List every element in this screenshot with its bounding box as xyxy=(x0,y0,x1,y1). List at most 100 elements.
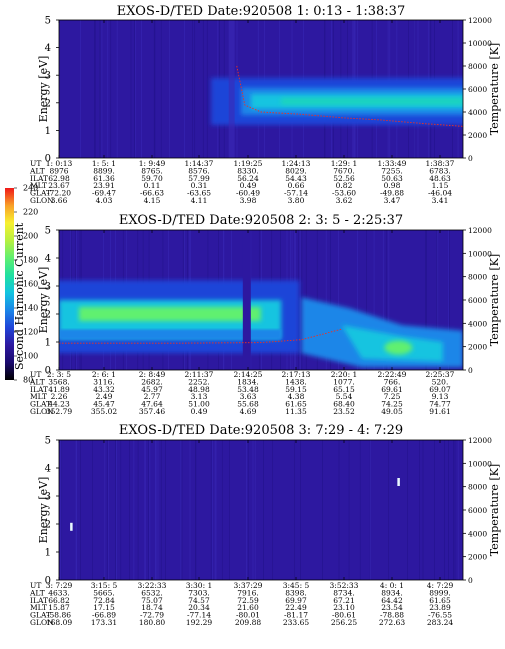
ephemeris-cell: 74.57 xyxy=(188,596,210,605)
ephemeris-cell: -66.89 xyxy=(92,611,116,620)
y-tick-label: 5 xyxy=(45,16,51,27)
ephemeris-cell: 8576. xyxy=(188,166,209,175)
y-tick-label: 4 xyxy=(45,464,51,475)
ephemeris-cell: -49.88 xyxy=(380,189,404,198)
ephemeris-cell: 8999. xyxy=(429,588,450,597)
ephemeris-cell: 4: 0: 1 xyxy=(380,581,404,590)
ephemeris-cell: 61.65 xyxy=(429,596,451,605)
colorbar-tick-label: 220 xyxy=(23,208,38,217)
ephemeris-cell: 2.26 xyxy=(51,392,68,401)
y-tick-label: 1 xyxy=(45,548,51,559)
ephemeris-cell: 23.91 xyxy=(93,181,114,190)
ephemeris-cell: 6783. xyxy=(429,166,450,175)
ephemeris-cell: 61.65 xyxy=(285,400,307,409)
band-lower xyxy=(59,329,282,340)
ephemeris-cell: 4.03 xyxy=(96,196,113,205)
colorbar-gradient xyxy=(5,188,14,380)
ephemeris-cell: 20.34 xyxy=(188,603,210,612)
ephemeris-cell: -57.14 xyxy=(284,189,308,198)
ephemeris-row-label: MLT xyxy=(30,181,47,190)
panel-1: EXOS-D/TED Date:920508 1: 0:13 - 1:38:37… xyxy=(29,4,501,205)
ephemeris-cell: -80.61 xyxy=(332,611,356,620)
ephemeris-cell: 74.77 xyxy=(429,400,451,409)
y-tick-label: 2 xyxy=(45,310,51,321)
ephemeris-cell: 64.42 xyxy=(381,596,403,605)
ephemeris-cell: 8330. xyxy=(237,166,258,175)
y-right-tick-label: 2000 xyxy=(468,343,487,352)
ephemeris-cell: 0.11 xyxy=(144,181,161,190)
y-right-tick-label: 8000 xyxy=(468,483,487,492)
ephemeris-cell: 3.62 xyxy=(336,196,353,205)
ephemeris-cell: 1:19:25 xyxy=(234,159,263,168)
ephemeris-cell: -76.55 xyxy=(428,611,452,620)
plot-area xyxy=(59,20,463,158)
y-tick-label: 2 xyxy=(45,98,51,109)
ephemeris-cell: 7.25 xyxy=(384,392,401,401)
ephemeris-row-label: GLAT xyxy=(30,189,51,198)
ephemeris-cell: 53.48 xyxy=(237,385,259,394)
ephemeris-cell: 52.56 xyxy=(333,174,355,183)
ephemeris-cell: 1: 0:13 xyxy=(46,159,73,168)
ephemeris-cell: 1438. xyxy=(285,377,306,386)
ephemeris-row-label: ALT xyxy=(29,166,45,175)
y-axis-label: Energy [eV] xyxy=(37,56,50,123)
ephemeris-cell: 48.98 xyxy=(188,385,210,394)
ephemeris-cell: 68.40 xyxy=(333,400,355,409)
y-right-axis-label: Temperature [K] xyxy=(488,254,501,346)
panel-3: EXOS-D/TED Date:920508 3: 7:29 - 4: 7:29… xyxy=(29,423,501,627)
ephemeris-cell: 8765. xyxy=(141,166,162,175)
ephemeris-row-label: GLAT xyxy=(30,400,51,409)
ephemeris-row-label: GLAT xyxy=(30,611,51,620)
ephemeris-cell: 11.35 xyxy=(285,407,307,416)
ephemeris-cell: 69.61 xyxy=(381,385,402,394)
y-right-tick-label: 2000 xyxy=(468,131,487,140)
ephemeris-row-label: GLON xyxy=(30,407,54,416)
ephemeris-cell: 357.46 xyxy=(139,407,165,416)
ephemeris-cell: 17.15 xyxy=(93,603,115,612)
ephemeris-cell: 50.63 xyxy=(381,174,403,183)
y-tick-label: 5 xyxy=(45,226,51,237)
y-right-tick-label: 10000 xyxy=(468,39,492,48)
y-right-tick-label: 10000 xyxy=(468,459,492,468)
ephemeris-cell: -58.86 xyxy=(47,611,71,620)
ephemeris-cell: 45.47 xyxy=(93,400,115,409)
ephemeris-row-label: ILAT xyxy=(30,174,48,183)
y-right-tick-label: 8000 xyxy=(468,62,487,71)
ephemeris-cell: 41.89 xyxy=(48,385,70,394)
ephemeris-cell: 69.97 xyxy=(285,596,307,605)
ephemeris-cell: 23.89 xyxy=(429,603,451,612)
ephemeris-cell: -66.63 xyxy=(140,189,164,198)
ephemeris-cell: 1.15 xyxy=(432,181,449,190)
colorbar-ticks: 80 100 120 140 160 180 200 220 240 xyxy=(14,184,38,385)
ephemeris-cell: 23.54 xyxy=(381,603,403,612)
ephemeris-cell: 2:20: 1 xyxy=(331,370,358,379)
ephemeris-cell: 256.25 xyxy=(331,618,357,627)
band-peak xyxy=(281,98,463,105)
panel-title: EXOS-D/TED Date:920508 1: 0:13 - 1:38:37 xyxy=(117,4,405,19)
band-hotspot xyxy=(384,340,413,355)
y-right-tick-label: 4000 xyxy=(468,108,487,117)
ephemeris-cell: 55.68 xyxy=(237,400,259,409)
y-right-tick-label: 0 xyxy=(468,366,473,375)
colorbar: Second Harmonic Current 80 100 120 140 160 18… xyxy=(5,184,38,385)
ephemeris-cell: -63.65 xyxy=(187,189,211,198)
ephemeris-cell: 2:14:25 xyxy=(234,370,263,379)
ephemeris-cell: 3.98 xyxy=(240,196,257,205)
ephemeris-cell: 192.29 xyxy=(186,618,212,627)
ephemeris-row-label: MLT xyxy=(30,603,47,612)
ephemeris-cell: 283.24 xyxy=(427,618,453,627)
ephemeris-cell: 3.41 xyxy=(432,196,449,205)
y-tick-label: 0 xyxy=(45,576,51,587)
ephemeris-cell: 2.77 xyxy=(144,392,161,401)
ephemeris-cell: 44.23 xyxy=(48,400,70,409)
ephemeris-cell: -60.49 xyxy=(236,189,260,198)
ephemeris-cell: 520. xyxy=(432,377,449,386)
ephemeris-cell: 0.66 xyxy=(288,181,305,190)
ephemeris-cell: 72.84 xyxy=(93,596,115,605)
ephemeris-cell: 0.49 xyxy=(240,181,257,190)
ephemeris-cell: 3116. xyxy=(93,377,114,386)
ephemeris-cell: -53.60 xyxy=(332,189,356,198)
ephemeris-cell: 352.79 xyxy=(46,407,72,416)
y-right-tick-label: 6000 xyxy=(468,506,487,515)
ephemeris-cell: 3:30: 1 xyxy=(186,581,213,590)
